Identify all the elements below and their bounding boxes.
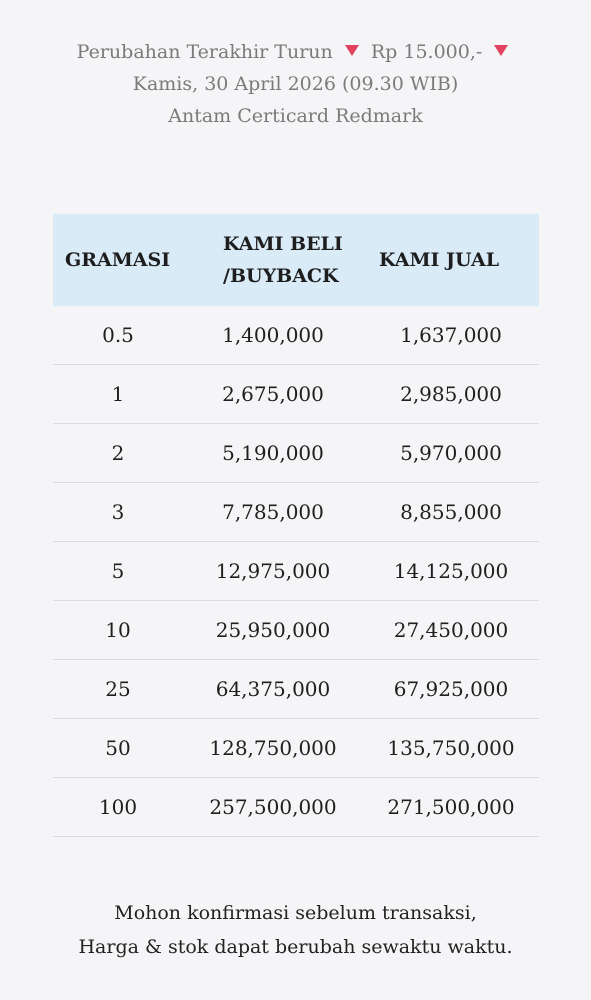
cell-kami-jual: 2,985,000	[363, 364, 539, 424]
table-row: 0.5 1,400,000 1,637,000	[53, 306, 539, 365]
cell-gramasi: 1	[53, 364, 183, 424]
cell-kami-jual: 14,125,000	[363, 541, 539, 601]
table-header: GRAMASI KAMI BELI /BUYBACK KAMI JUAL	[53, 214, 539, 306]
update-date: Kamis, 30 April 2026 (09.30 WIB)	[132, 73, 459, 95]
header-kami-jual: KAMI JUAL	[363, 214, 539, 306]
cell-gramasi: 0.5	[53, 306, 183, 365]
cell-gramasi: 3	[53, 482, 183, 542]
table-row: 1 2,675,000 2,985,000	[53, 364, 539, 424]
cell-kami-beli: 128,750,000	[183, 718, 363, 778]
cell-gramasi: 50	[53, 718, 183, 778]
cell-kami-jual: 1,637,000	[363, 306, 539, 365]
footer-line-1: Mohon konfirmasi sebelum transaksi,	[114, 902, 477, 924]
cell-kami-jual: 67,925,000	[363, 659, 539, 719]
change-label: Perubahan Terakhir Turun	[76, 41, 333, 63]
table-row: 2 5,190,000 5,970,000	[53, 423, 539, 483]
cell-kami-beli: 1,400,000	[183, 306, 363, 365]
cell-kami-beli: 5,190,000	[183, 423, 363, 483]
table-row: 5 12,975,000 14,125,000	[53, 541, 539, 601]
triangle-down-icon	[344, 45, 359, 56]
cell-gramasi: 5	[53, 541, 183, 601]
cell-kami-beli: 2,675,000	[183, 364, 363, 424]
cell-kami-beli: 7,785,000	[183, 482, 363, 542]
cell-gramasi: 10	[53, 600, 183, 660]
cell-kami-jual: 8,855,000	[363, 482, 539, 542]
header-kami-beli-line1: KAMI BELI	[223, 233, 343, 255]
header-gramasi: GRAMASI	[53, 214, 183, 306]
change-line: Perubahan Terakhir Turun Rp 15.000,-	[0, 36, 591, 68]
cell-kami-jual: 5,970,000	[363, 423, 539, 483]
footer-line-2: Harga & stok dapat berubah sewaktu waktu…	[78, 936, 513, 958]
table-row: 10 25,950,000 27,450,000	[53, 600, 539, 660]
cell-gramasi: 100	[53, 777, 183, 837]
table-body: 0.5 1,400,000 1,637,000 1 2,675,000 2,985,000…	[53, 306, 539, 837]
table-row: 50 128,750,000 135,750,000	[53, 718, 539, 778]
price-table: GRAMASI KAMI BELI /BUYBACK KAMI JUAL 0.5…	[53, 214, 539, 837]
cell-kami-jual: 27,450,000	[363, 600, 539, 660]
cell-kami-jual: 271,500,000	[363, 777, 539, 837]
cell-kami-beli: 12,975,000	[183, 541, 363, 601]
cell-kami-beli: 64,375,000	[183, 659, 363, 719]
cell-gramasi: 25	[53, 659, 183, 719]
price-table-container: GRAMASI KAMI BELI /BUYBACK KAMI JUAL 0.5…	[53, 214, 539, 837]
cell-kami-jual: 135,750,000	[363, 718, 539, 778]
cell-kami-beli: 257,500,000	[183, 777, 363, 837]
product-name: Antam Certicard Redmark	[168, 105, 423, 127]
triangle-down-icon	[494, 45, 509, 56]
change-amount: Rp 15.000,-	[370, 41, 483, 63]
table-row: 25 64,375,000 67,925,000	[53, 659, 539, 719]
header-kami-beli: KAMI BELI /BUYBACK	[183, 214, 363, 306]
price-info: Perubahan Terakhir Turun Rp 15.000,- Kam…	[0, 36, 591, 132]
header-row: GRAMASI KAMI BELI /BUYBACK KAMI JUAL	[53, 214, 539, 306]
cell-gramasi: 2	[53, 423, 183, 483]
table-row: 100 257,500,000 271,500,000	[53, 777, 539, 837]
header-kami-beli-line2: /BUYBACK	[223, 265, 339, 287]
cell-kami-beli: 25,950,000	[183, 600, 363, 660]
footer-note: Mohon konfirmasi sebelum transaksi, Harg…	[0, 896, 591, 964]
table-row: 3 7,785,000 8,855,000	[53, 482, 539, 542]
